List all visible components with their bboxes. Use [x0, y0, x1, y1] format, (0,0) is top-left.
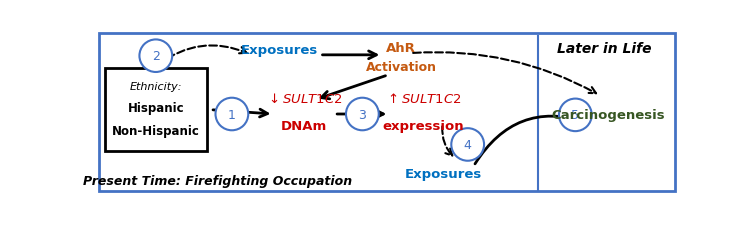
- Text: AhR: AhR: [386, 42, 416, 55]
- Text: $\downarrow$$\it{SULT1C2}$: $\downarrow$$\it{SULT1C2}$: [266, 92, 342, 106]
- Text: Activation: Activation: [365, 60, 436, 73]
- Text: Carcinogenesis: Carcinogenesis: [551, 109, 665, 122]
- Text: Present Time: Firefighting Occupation: Present Time: Firefighting Occupation: [83, 174, 352, 187]
- Text: Ethnicity:: Ethnicity:: [130, 82, 183, 92]
- Text: $\uparrow$$\it{SULT1C2}$: $\uparrow$$\it{SULT1C2}$: [385, 92, 461, 106]
- Text: Exposures: Exposures: [405, 167, 482, 180]
- Text: Hispanic: Hispanic: [128, 102, 184, 115]
- Text: Later in Life: Later in Life: [557, 42, 652, 56]
- Text: Exposures: Exposures: [241, 44, 318, 57]
- Ellipse shape: [451, 129, 484, 161]
- Text: 2: 2: [152, 50, 160, 63]
- Text: 3: 3: [359, 108, 366, 121]
- Text: Non-Hispanic: Non-Hispanic: [112, 124, 200, 137]
- Text: DNAm: DNAm: [281, 119, 327, 132]
- Ellipse shape: [215, 98, 248, 131]
- Ellipse shape: [559, 99, 592, 132]
- Text: 1: 1: [228, 108, 236, 121]
- Bar: [105, 69, 208, 152]
- Ellipse shape: [140, 40, 172, 73]
- Text: 4: 4: [464, 138, 472, 151]
- Ellipse shape: [346, 98, 379, 131]
- Text: expression: expression: [382, 119, 464, 132]
- Text: 5: 5: [572, 109, 579, 122]
